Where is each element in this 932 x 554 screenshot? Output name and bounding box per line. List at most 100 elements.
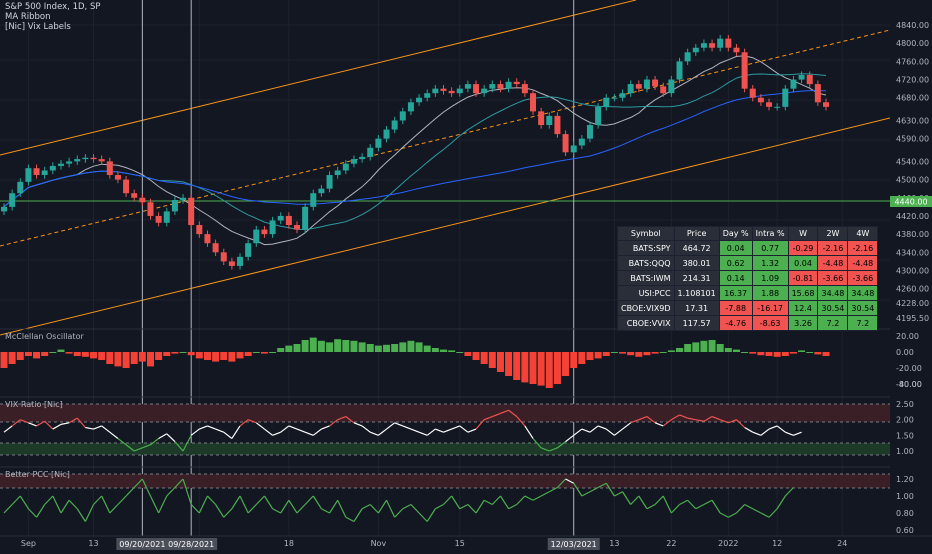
pcc-segment — [728, 512, 737, 518]
pcc-segment — [662, 495, 672, 514]
vix-segment — [272, 431, 281, 436]
vix-segment — [36, 420, 45, 427]
mcclellan-bar — [610, 352, 618, 353]
candle-body — [147, 202, 154, 216]
candle-body — [253, 229, 260, 244]
candle-body — [456, 88, 463, 94]
vix-segment — [304, 431, 314, 436]
pcc-segment — [573, 482, 583, 497]
mcclellan-bar — [146, 352, 154, 367]
vix-segment — [345, 416, 355, 424]
vix-segment — [418, 431, 428, 436]
pcc-segment — [744, 503, 754, 510]
candle-body — [245, 243, 252, 257]
pcc-segment — [614, 491, 623, 497]
quote-row: BATS:QQQ 380.01 0.62 1.32 0.04 -4.48 -4.48 — [617, 255, 879, 271]
pcc-segment — [622, 491, 632, 505]
candle-body — [546, 115, 553, 126]
quote-value-cell: 0.14 — [718, 270, 753, 286]
candle-body — [513, 81, 520, 85]
vix-segment — [125, 444, 135, 452]
mcclellan-bar — [212, 352, 220, 362]
vix-labels-label[interactable]: [Nic] Vix Labels — [5, 22, 71, 32]
vix-segment — [435, 428, 444, 433]
pcc-segment — [565, 478, 574, 484]
candle-body — [798, 75, 805, 80]
mcclellan-bar — [651, 352, 659, 354]
pcc-segment — [646, 503, 656, 510]
price-tick-label: 4300.00 — [896, 266, 929, 275]
pcc-segment — [149, 495, 160, 514]
vix-segment — [736, 419, 746, 428]
time-tick-label: 13 — [609, 539, 619, 548]
quote-value-cell: -4.48 — [847, 255, 879, 271]
price-tick-label: 4590.00 — [896, 135, 929, 144]
ma-ribbon-label[interactable]: MA Ribbon — [5, 12, 51, 22]
symbol-title[interactable]: S&P 500 Index, 1D, SP — [5, 2, 101, 12]
quote-value-cell: 30.54 — [847, 300, 879, 316]
pcc-segment — [27, 508, 37, 518]
candle-body — [448, 90, 455, 94]
ma-ribbon — [3, 55, 827, 246]
candle-body — [611, 97, 618, 99]
vix-segment — [532, 438, 542, 449]
pcc-segment — [443, 495, 453, 505]
candle-body — [1, 206, 7, 212]
mcclellan-bar — [570, 352, 578, 368]
pcc-segment — [508, 503, 518, 510]
pcc-segment — [687, 499, 697, 510]
candle-body — [416, 97, 423, 103]
mcclellan-bar — [700, 340, 708, 352]
pcc-segment — [451, 495, 461, 510]
mcclellan-bar — [41, 352, 49, 356]
mcclellan-bar — [366, 344, 374, 352]
vix-ratio-title[interactable]: VIX Ratio [Nic] — [5, 400, 63, 409]
pcc-segment — [11, 495, 21, 505]
quote-row: CBOE:VIX9D 17.31 -7.88 -16.17 12.4 30.54 30.54 — [617, 300, 879, 316]
channel-upper-line — [0, 0, 637, 156]
pcc-segment — [410, 504, 420, 514]
candle-body — [350, 159, 357, 164]
vix-segment — [475, 419, 485, 430]
vix-segment — [174, 441, 184, 452]
time-highlight-label: 09/20/2021 — [119, 540, 165, 549]
mcclellan-bar — [252, 352, 260, 353]
pcc-segment — [459, 503, 469, 510]
price-tick-label: 4800.00 — [896, 39, 929, 48]
vix-segment — [589, 425, 599, 433]
mcclellan-bar — [757, 352, 765, 356]
candle-body — [823, 102, 829, 107]
candle-body — [391, 120, 398, 130]
vix-segment — [247, 419, 257, 424]
quote-price-cell: 464.72 — [673, 240, 720, 256]
vix-segment — [483, 415, 493, 421]
mcclellan-bar — [220, 352, 228, 360]
mcclellan-bar — [195, 352, 203, 359]
vix-segment — [109, 431, 119, 439]
vix-segment — [695, 419, 705, 422]
vix-segment — [752, 431, 762, 436]
vix-segment — [565, 434, 575, 443]
pcc-segment — [337, 499, 347, 518]
pcc-segment — [524, 495, 534, 501]
pcc-segment — [532, 495, 542, 501]
vix-segment — [52, 423, 62, 430]
vix-segment — [719, 419, 729, 424]
mcclellan-title[interactable]: McClellan Oscillator — [5, 332, 84, 341]
vix-segment — [426, 428, 436, 436]
candle-body — [237, 256, 244, 266]
ma-line — [3, 90, 827, 208]
vix-segment — [451, 425, 460, 430]
vix-segment — [711, 415, 721, 421]
vix-segment — [776, 425, 786, 433]
time-tick-label: 13 — [88, 539, 98, 548]
quote-value-cell: -4.76 — [718, 315, 753, 331]
vix-segment — [394, 422, 404, 427]
mcclellan-tick-label: -20.00 — [896, 364, 922, 373]
vix-segment — [679, 414, 688, 419]
mcclellan-bar — [708, 340, 716, 352]
candle-body — [342, 163, 349, 171]
pcc-segment — [679, 499, 688, 506]
pcc-title[interactable]: Better PCC [Nic] — [5, 470, 70, 479]
